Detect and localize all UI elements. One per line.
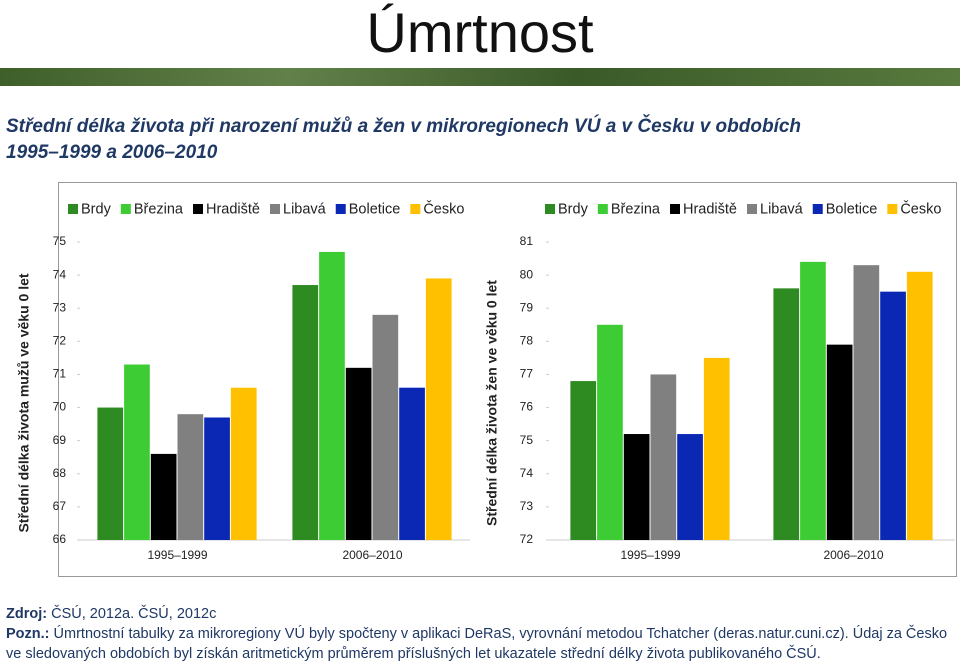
legend-swatch xyxy=(887,204,898,214)
x-tick-label: 2006–2010 xyxy=(342,548,402,562)
bar xyxy=(650,374,677,540)
header-band xyxy=(0,68,960,86)
bar xyxy=(880,291,906,540)
title: Úmrtnost xyxy=(366,1,594,64)
y-tick-label: 74 xyxy=(53,267,67,281)
y-tick-label: 68 xyxy=(53,466,67,480)
bar xyxy=(853,265,880,540)
bar xyxy=(292,285,319,540)
bar xyxy=(177,414,204,540)
legend-label: Hradiště xyxy=(683,201,737,217)
y-tick-label: 76 xyxy=(520,400,534,414)
legend-swatch xyxy=(193,204,203,214)
legend-swatch xyxy=(747,204,757,214)
bar xyxy=(230,387,257,540)
y-tick-label: 72 xyxy=(53,334,67,348)
legend-swatch xyxy=(410,204,421,214)
y-tick-label: 75 xyxy=(520,433,534,447)
bar xyxy=(425,278,452,540)
legend-swatch xyxy=(545,204,555,214)
legend-label: Březina xyxy=(611,201,661,217)
y-tick-label: 66 xyxy=(53,532,67,546)
legend-swatch xyxy=(670,204,680,214)
y-tick-label: 79 xyxy=(520,300,534,314)
legend-label: Boletice xyxy=(349,201,401,217)
y-tick-label: 69 xyxy=(53,433,67,447)
y-tick-label: 75 xyxy=(53,234,67,248)
y-tick-label: 78 xyxy=(520,334,534,348)
legend-swatch xyxy=(335,204,346,214)
bar xyxy=(703,357,730,540)
x-tick-label: 1995–1999 xyxy=(620,548,680,562)
legend-label: Brdy xyxy=(558,201,589,217)
bar xyxy=(150,453,177,540)
bar xyxy=(399,387,425,540)
source-label: Zdroj: xyxy=(6,606,48,622)
y-tick-label: 72 xyxy=(520,532,534,546)
legend-label: Česko xyxy=(900,200,941,217)
bar xyxy=(623,434,650,540)
chart-frame xyxy=(58,182,957,577)
bar xyxy=(570,381,597,540)
legend-swatch xyxy=(597,204,608,214)
y-tick-label: 80 xyxy=(520,267,534,281)
legend-swatch xyxy=(68,204,78,214)
y-tick-label: 71 xyxy=(53,367,67,381)
bar xyxy=(319,251,345,540)
y-axis-label: Střední délka života mužů ve věku 0 let xyxy=(16,273,32,532)
legend-label: Libavá xyxy=(283,201,327,217)
bar xyxy=(345,367,372,540)
y-tick-label: 73 xyxy=(53,300,67,314)
legend-label: Libavá xyxy=(760,201,804,217)
note: Úmrtnostní tabulky za mikroregiony VÚ by… xyxy=(6,626,948,662)
legend-swatch xyxy=(812,204,823,214)
note-line: Pozn.: Úmrtnostní tabulky za mikroregion… xyxy=(6,624,954,664)
bar xyxy=(597,324,623,540)
bar xyxy=(372,314,399,540)
bar xyxy=(204,417,230,540)
legend-label: Boletice xyxy=(826,201,878,217)
x-tick-label: 1995–1999 xyxy=(147,548,207,562)
y-axis-label: Střední délka života žen ve věku 0 let xyxy=(484,280,500,526)
note-label: Pozn.: xyxy=(6,626,50,642)
y-tick-label: 81 xyxy=(520,234,534,248)
footer: Zdroj: ČSÚ, 2012a. ČSÚ, 2012c Pozn.: Úmr… xyxy=(6,604,954,664)
legend-label: Březina xyxy=(134,201,184,217)
y-tick-label: 67 xyxy=(53,499,67,513)
bar xyxy=(800,261,826,540)
bar xyxy=(773,288,800,540)
bar xyxy=(677,434,703,540)
legend-label: Brdy xyxy=(81,201,112,217)
bar xyxy=(826,344,853,540)
bar xyxy=(124,364,150,540)
y-tick-label: 73 xyxy=(520,499,534,513)
y-tick-label: 77 xyxy=(520,367,534,381)
bar xyxy=(97,407,124,540)
legend-label: Česko xyxy=(423,200,464,217)
legend-label: Hradiště xyxy=(206,201,260,217)
subtitle: Střední délka života při narození mužů a… xyxy=(6,116,802,163)
y-tick-label: 74 xyxy=(520,466,534,480)
y-tick-label: 70 xyxy=(53,400,67,414)
legend-swatch xyxy=(120,204,131,214)
legend-swatch xyxy=(270,204,280,214)
bar xyxy=(906,271,933,540)
source-line: Zdroj: ČSÚ, 2012a. ČSÚ, 2012c xyxy=(6,604,954,624)
source: ČSÚ, 2012a. ČSÚ, 2012c xyxy=(51,606,217,622)
x-tick-label: 2006–2010 xyxy=(823,548,883,562)
